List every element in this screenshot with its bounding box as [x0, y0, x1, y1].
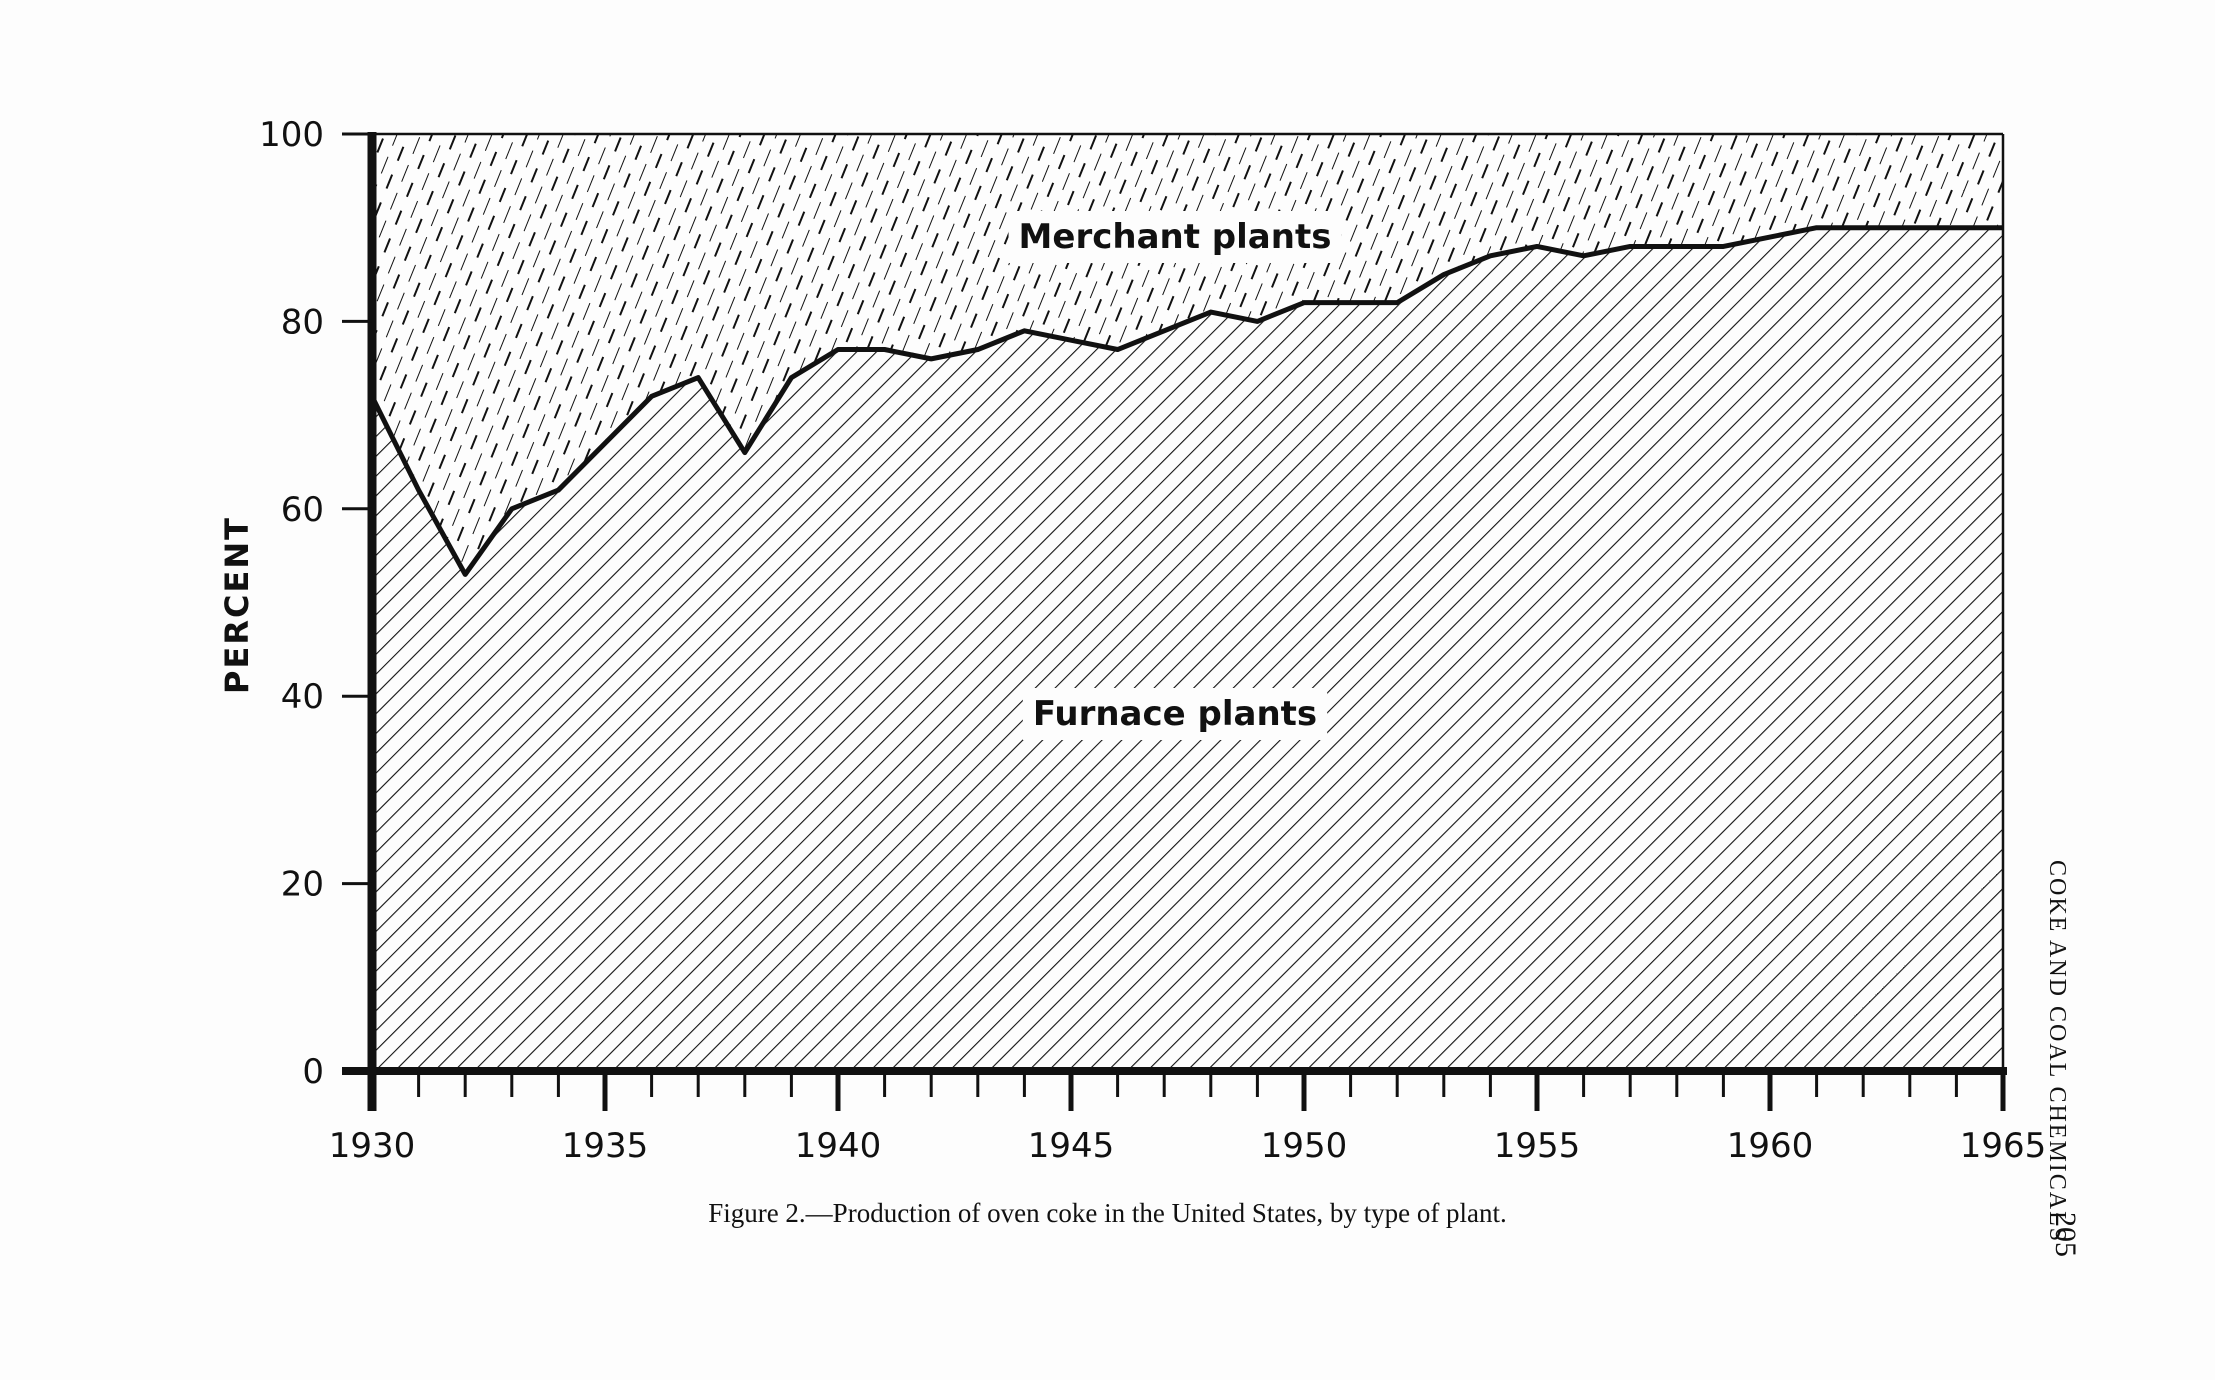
furnace-plants-label: Furnace plants	[1033, 694, 1317, 734]
page-number: 205	[2049, 1212, 2082, 1257]
furnace-label-background	[1022, 688, 1328, 740]
furnace-plants-area	[372, 227, 2003, 1071]
x-tick-label: 1940	[795, 1126, 882, 1166]
y-tick-label: 0	[302, 1052, 324, 1092]
x-axis: 1930 1935 1940 1945 1950 1955 1960 1965	[329, 1071, 2047, 1166]
figure-caption: Figure 2.—Production of oven coke in the…	[708, 1198, 1507, 1228]
legend-merchant-plants: Merchant plants	[1008, 211, 1342, 263]
y-tick-label: 40	[281, 677, 324, 717]
y-tick-label: 80	[281, 302, 324, 342]
y-axis-title: PERCENT	[218, 516, 256, 694]
furnace-merchant-boundary-line	[369, 225, 2003, 577]
running-header: COKE AND COAL CHEMICALS	[2044, 860, 2070, 1244]
merchant-plants-label: Merchant plants	[1019, 217, 1332, 257]
x-tick-label: 1960	[1727, 1126, 1814, 1166]
x-tick-label: 1935	[562, 1126, 649, 1166]
plot-frame	[342, 132, 2007, 1111]
merchant-label-background	[1008, 211, 1342, 263]
series-boundary	[369, 225, 2003, 577]
x-tick-label: 1930	[329, 1126, 416, 1166]
x-tick-label: 1950	[1261, 1126, 1348, 1166]
y-tick-label: 20	[281, 865, 324, 905]
y-tick-label: 100	[259, 115, 324, 155]
x-tick-label: 1945	[1028, 1126, 1115, 1166]
y-tick-label: 60	[281, 490, 324, 530]
x-tick-label: 1955	[1494, 1126, 1581, 1166]
furnace-plants-fill	[372, 227, 2003, 1071]
y-axis: 0 20 40 60 80 100	[259, 115, 372, 1092]
x-tick-label: 1965	[1960, 1126, 2047, 1166]
legend-furnace-plants: Furnace plants	[1022, 688, 1328, 740]
